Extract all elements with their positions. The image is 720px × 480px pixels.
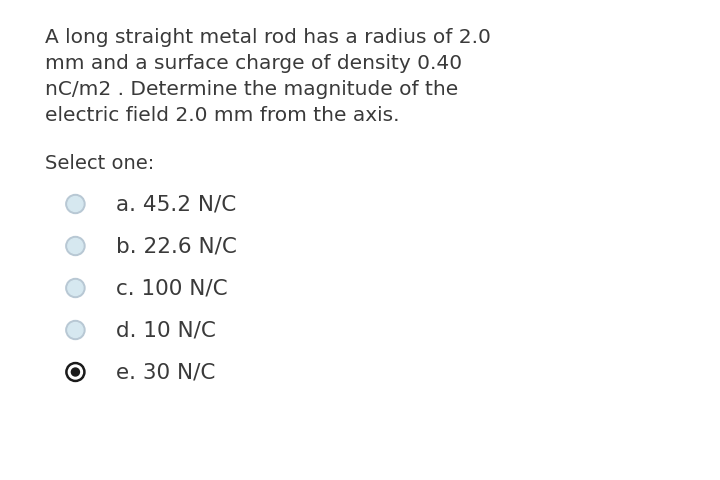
Text: a. 45.2 N/C: a. 45.2 N/C (116, 194, 236, 215)
Text: Select one:: Select one: (45, 154, 154, 173)
Circle shape (68, 281, 83, 296)
Text: nC/m2 . Determine the magnitude of the: nC/m2 . Determine the magnitude of the (45, 80, 459, 99)
Text: mm and a surface charge of density 0.40: mm and a surface charge of density 0.40 (45, 54, 462, 73)
Text: d. 10 N/C: d. 10 N/C (116, 320, 215, 340)
Text: c. 100 N/C: c. 100 N/C (116, 278, 228, 299)
Circle shape (68, 323, 83, 338)
Circle shape (66, 363, 85, 382)
Text: b. 22.6 N/C: b. 22.6 N/C (116, 237, 237, 256)
Text: e. 30 N/C: e. 30 N/C (116, 362, 215, 382)
Circle shape (68, 197, 83, 212)
Circle shape (66, 321, 85, 340)
Circle shape (66, 195, 85, 214)
Circle shape (66, 279, 85, 298)
Circle shape (66, 237, 85, 256)
Text: electric field 2.0 mm from the axis.: electric field 2.0 mm from the axis. (45, 106, 400, 125)
Circle shape (68, 365, 83, 379)
Circle shape (68, 239, 83, 254)
Text: A long straight metal rod has a radius of 2.0: A long straight metal rod has a radius o… (45, 28, 491, 47)
Circle shape (71, 368, 79, 376)
